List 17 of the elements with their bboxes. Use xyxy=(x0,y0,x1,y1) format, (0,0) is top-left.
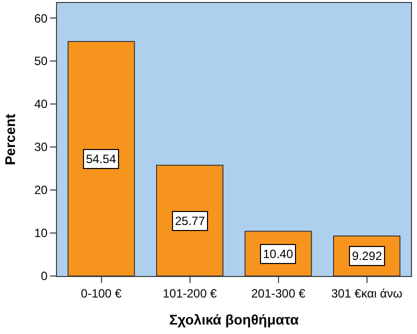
data-label: 10.40 xyxy=(263,247,294,261)
data-label: 9.292 xyxy=(352,249,382,263)
data-label: 25.77 xyxy=(175,214,206,228)
y-tick-label: 50 xyxy=(34,54,48,68)
x-tick-label: 0-100 € xyxy=(80,286,122,300)
data-label: 54.54 xyxy=(86,152,116,166)
x-tick-label: 201-300 € xyxy=(251,286,306,300)
x-axis-title: Σχολικά βοηθήματα xyxy=(169,312,300,328)
y-tick-label: 0 xyxy=(40,269,48,284)
y-tick-label: 30 xyxy=(34,140,48,154)
y-tick-label: 60 xyxy=(34,11,48,26)
x-tick-label: 101-200 € xyxy=(162,286,218,300)
y-axis-title: Percent xyxy=(2,113,18,166)
y-tick-label: 10 xyxy=(34,226,48,240)
y-tick-label: 20 xyxy=(34,183,48,198)
x-tick-label: 301 €και άνω xyxy=(331,286,402,300)
y-tick-label: 40 xyxy=(34,97,48,112)
